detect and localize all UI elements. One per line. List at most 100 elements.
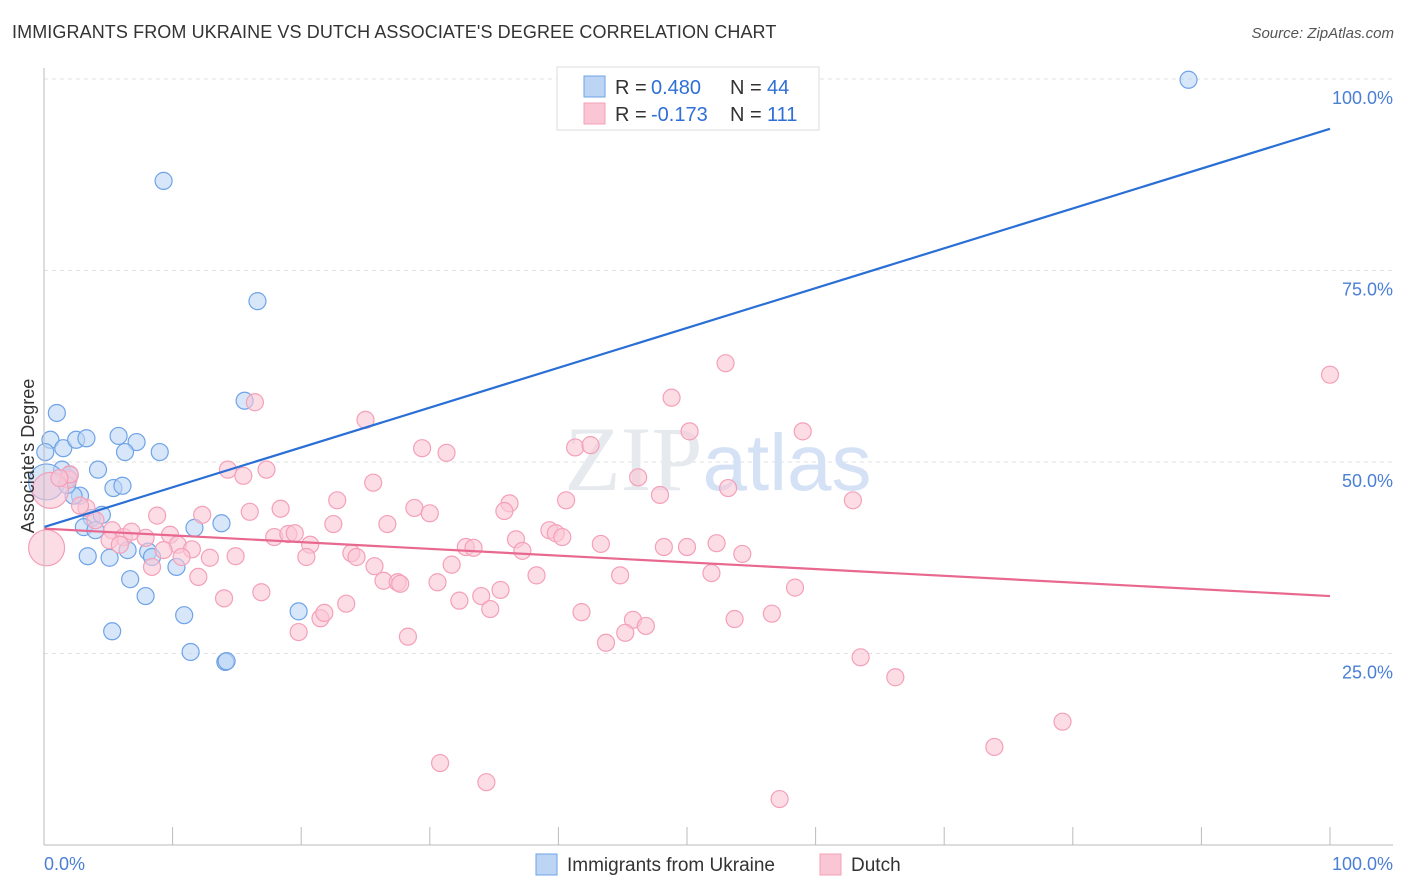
- dutch-point: [245, 393, 265, 412]
- bottom-legend-label-dutch: Dutch: [851, 855, 901, 876]
- dutch-point: [650, 485, 670, 505]
- dutch-point: [437, 443, 456, 462]
- bottom-legend-swatch-dutch: [819, 853, 842, 876]
- ukraine-point: [109, 426, 128, 446]
- dutch-point: [677, 537, 697, 557]
- dutch-point: [297, 547, 316, 567]
- watermark: ZIPatlas: [565, 408, 872, 510]
- ukraine-point: [36, 442, 55, 462]
- dutch-point: [495, 501, 514, 521]
- legend-n-value: 111: [767, 104, 797, 126]
- dutch-point: [200, 548, 219, 567]
- dutch-point: [148, 506, 167, 525]
- dutch-point: [785, 578, 805, 597]
- legend-r-label: R =: [615, 104, 647, 126]
- dutch-point: [629, 468, 648, 487]
- dutch-point: [154, 540, 173, 560]
- legend-swatch-ukraine: [583, 75, 606, 98]
- x-tick-label-min: 0.0%: [44, 854, 85, 874]
- dutch-point: [430, 753, 450, 773]
- dutch-point: [985, 737, 1004, 757]
- dutch-point: [364, 473, 383, 492]
- dutch-point: [1053, 712, 1072, 731]
- ukraine-point: [150, 442, 169, 462]
- dutch-point: [86, 511, 105, 530]
- dutch-point: [654, 537, 673, 557]
- dutch-point: [172, 547, 191, 567]
- dutch-point: [136, 528, 155, 547]
- dutch-point: [442, 555, 461, 574]
- dutch-point: [428, 573, 447, 592]
- ukraine-point: [54, 439, 73, 458]
- y-axis-label: Associate's Degree: [18, 379, 38, 534]
- dutch-point: [886, 668, 905, 687]
- dutch-point: [851, 648, 870, 667]
- dutch-point: [733, 544, 752, 564]
- dutch-point: [257, 460, 276, 479]
- dutch-point: [513, 541, 532, 560]
- ukraine-point: [88, 460, 108, 479]
- ukraine-trend-line: [43, 127, 1331, 529]
- dutch-point: [391, 574, 410, 593]
- dutch-point: [557, 491, 576, 510]
- dutch-point: [716, 354, 735, 373]
- dutch-point: [378, 514, 397, 534]
- ukraine-point: [217, 652, 236, 671]
- legend-n-value: 44: [767, 77, 789, 99]
- dutch-point: [553, 527, 572, 547]
- dutch-point: [324, 514, 343, 534]
- dutch-point: [527, 566, 546, 585]
- dutch-point: [581, 436, 600, 455]
- ukraine-point: [136, 586, 155, 606]
- dutch-point: [636, 616, 655, 636]
- dutch-point: [328, 491, 347, 510]
- dutch-point: [405, 498, 424, 518]
- dutch-point: [662, 388, 681, 407]
- dutch-point: [142, 557, 162, 577]
- dutch-point: [572, 603, 591, 622]
- dutch-point: [50, 468, 69, 488]
- dutch-point: [770, 789, 789, 809]
- ukraine-point: [78, 547, 97, 566]
- dutch-point: [464, 538, 483, 557]
- dutch-point: [725, 609, 744, 629]
- ukraine-point: [248, 292, 267, 311]
- ukraine-point: [1179, 70, 1198, 89]
- ukraine-point: [115, 442, 135, 462]
- dutch-point: [680, 422, 699, 441]
- dutch-point: [398, 627, 418, 646]
- dutch-point: [289, 622, 308, 642]
- dutch-trend-line: [43, 527, 1331, 598]
- dutch-point: [477, 773, 496, 792]
- dutch-point: [365, 557, 384, 576]
- ukraine-point: [154, 171, 173, 190]
- dutch-point: [616, 623, 635, 642]
- dutch-point: [762, 604, 781, 623]
- ukraine-point: [47, 403, 66, 423]
- y-tick-label: 25.0%: [1342, 663, 1393, 683]
- dutch-point: [193, 505, 212, 524]
- dutch-point: [70, 496, 90, 515]
- legend-n-label: N =: [730, 104, 762, 126]
- bottom-legend-swatch-ukraine: [535, 853, 558, 876]
- dutch-point: [347, 547, 366, 567]
- bottom-legend: Immigrants from Ukraine Dutch: [535, 853, 901, 876]
- dutch-point: [252, 583, 271, 602]
- dutch-point: [491, 580, 510, 600]
- dutch-point: [27, 529, 66, 567]
- ukraine-point: [77, 429, 96, 448]
- y-tick-label: 50.0%: [1342, 471, 1393, 491]
- dutch-point: [596, 633, 616, 652]
- y-tick-label: 100.0%: [1332, 88, 1393, 108]
- dutch-point: [450, 591, 469, 610]
- dutch-point: [337, 594, 356, 613]
- ukraine-point: [181, 642, 200, 662]
- ukraine-point: [289, 602, 308, 621]
- dutch-point: [566, 438, 585, 457]
- dutch-point: [234, 466, 253, 485]
- dutch-point: [702, 563, 721, 583]
- dutch-point: [240, 502, 259, 521]
- dutch-point: [591, 534, 610, 554]
- dutch-point: [707, 534, 726, 553]
